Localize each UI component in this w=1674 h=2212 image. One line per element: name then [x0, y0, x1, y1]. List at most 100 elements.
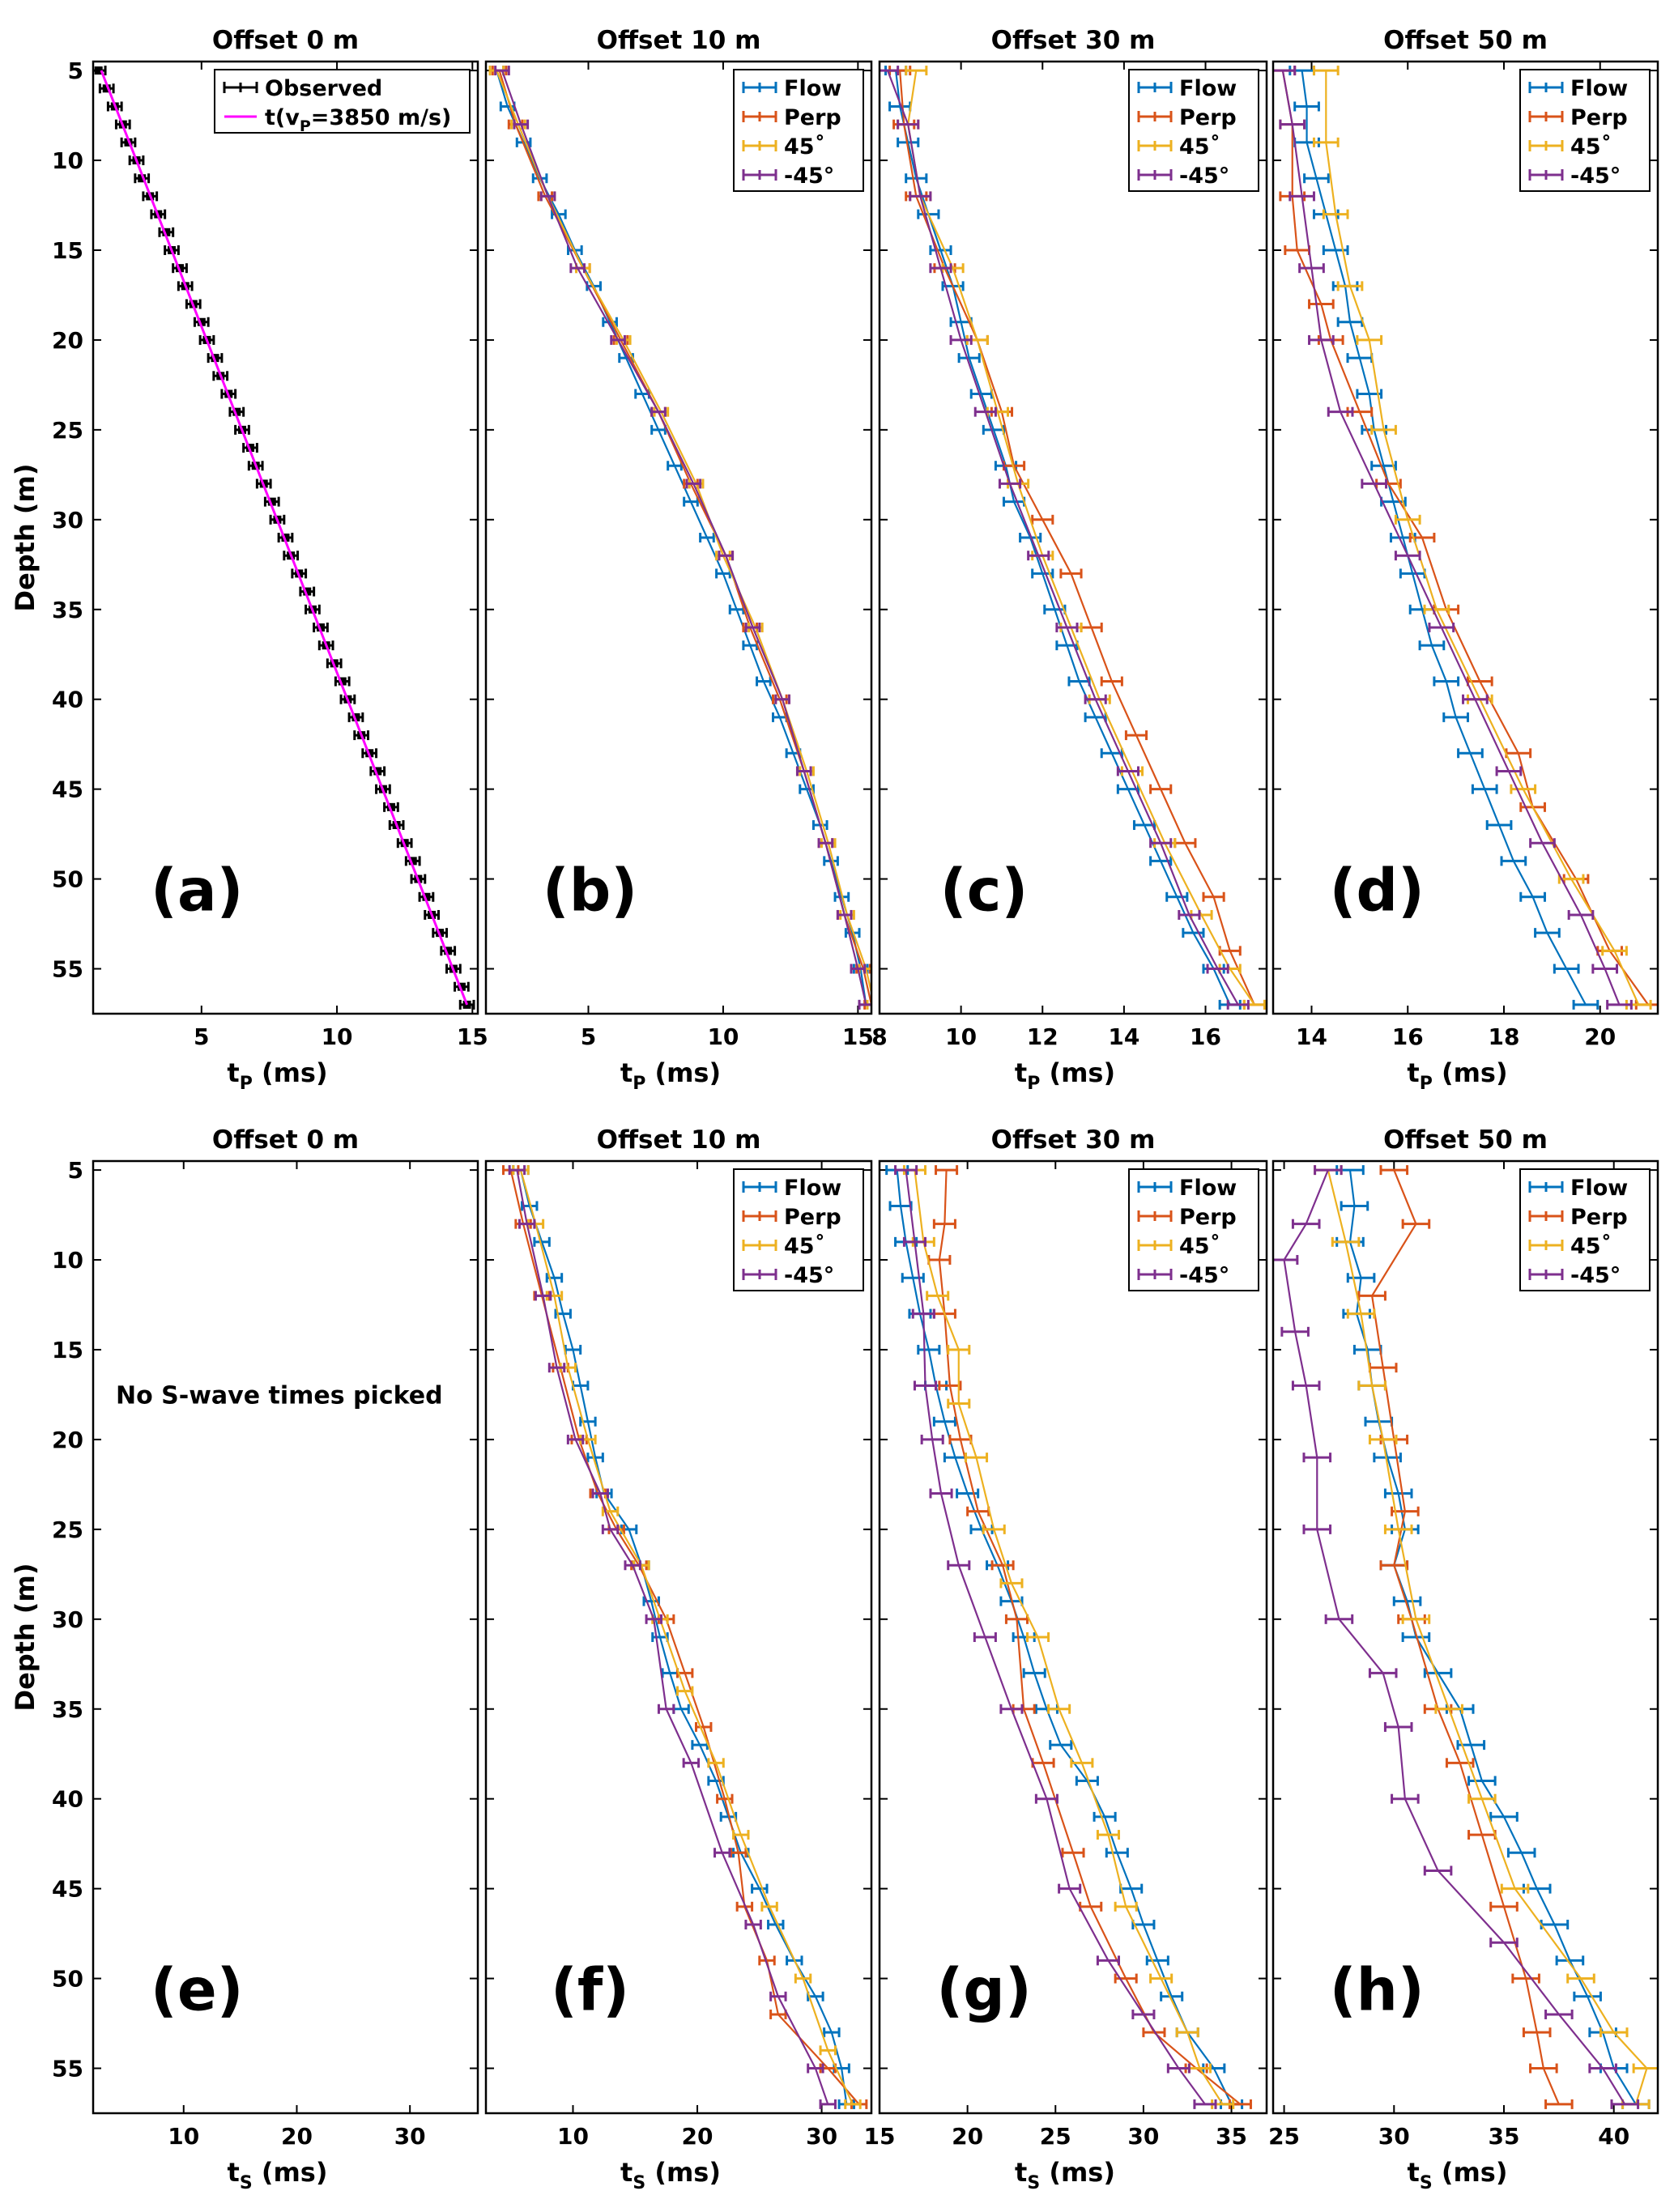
- data-point: [1314, 1165, 1343, 1176]
- data-point: [1489, 1901, 1519, 1912]
- data-point: [728, 604, 745, 615]
- data-point: [920, 1434, 944, 1444]
- panel-d: Offset 50 m 14 16 18 20 tP (ms) (d) Flow Perp 45˚…: [1271, 26, 1659, 1094]
- data-point: [1495, 766, 1523, 776]
- data-point: [440, 946, 457, 956]
- data-point: [1303, 173, 1330, 184]
- legend-label: 45˚: [1570, 1234, 1612, 1259]
- axes-frame: [484, 1159, 873, 2115]
- data-point: [1567, 909, 1595, 920]
- x-tick-label: 5: [581, 1023, 596, 1050]
- data-point: [1346, 1308, 1376, 1319]
- series-flow: [1289, 66, 1599, 1010]
- data-point: [1059, 568, 1083, 579]
- legend-label: -45°: [1570, 164, 1621, 189]
- legend-label: Perp: [1179, 1205, 1237, 1230]
- legend-label: Flow: [1570, 76, 1628, 101]
- legend-box: [1128, 1168, 1259, 1291]
- y-tick-label: 10: [52, 1247, 83, 1274]
- legend-entry: Flow: [1528, 1176, 1628, 1201]
- panel-label: (a): [151, 857, 243, 925]
- data-point: [1026, 1632, 1050, 1642]
- x-tick-label: 30: [1127, 2123, 1159, 2150]
- data-point: [1022, 1668, 1046, 1678]
- legend-label: 45˚: [784, 134, 825, 160]
- data-point: [1511, 1973, 1540, 1984]
- data-point: [650, 424, 667, 435]
- data-point: [932, 1219, 956, 1229]
- data-point: [1540, 1920, 1570, 1930]
- data-point: [1346, 1273, 1376, 1283]
- x-axis-label: tP (ms): [227, 1057, 327, 1094]
- data-point: [263, 496, 280, 507]
- data-point: [1599, 2027, 1629, 2038]
- data-point: [334, 676, 351, 687]
- panel-title: Offset 0 m: [212, 1125, 359, 1155]
- legend-label: -45°: [784, 1263, 834, 1288]
- data-point: [1428, 622, 1455, 632]
- series-45: [880, 66, 1250, 1010]
- legend-label: Flow: [1570, 1176, 1628, 1201]
- data-point: [1391, 1793, 1420, 1804]
- y-tick-label: 10: [52, 147, 83, 174]
- legend: Flow Perp 45˚ -45°: [1128, 1168, 1259, 1291]
- data-point: [699, 533, 715, 542]
- x-tick-label: 35: [1216, 2123, 1247, 2150]
- data-point: [823, 2027, 841, 2038]
- data-point: [807, 2063, 824, 2074]
- data-point: [1178, 909, 1201, 920]
- data-point: [1124, 730, 1148, 741]
- data-point: [1457, 748, 1484, 759]
- data-point: [277, 533, 294, 542]
- data-point: [947, 1560, 971, 1571]
- x-label-sub: S: [1027, 2173, 1040, 2193]
- data-point: [513, 119, 530, 130]
- data-point: [707, 1758, 725, 1768]
- legend-entry: Perp: [1528, 1205, 1628, 1230]
- panel-label: (b): [543, 857, 637, 925]
- y-tick-label: 55: [52, 2056, 83, 2082]
- x-tick-label: 25: [1040, 2123, 1071, 2150]
- data-point: [1442, 712, 1469, 722]
- data-point: [758, 1955, 776, 1966]
- legend: Flow Perp 45˚ -45°: [1519, 1168, 1651, 1291]
- data-point: [905, 173, 928, 184]
- series-observed: [93, 66, 475, 1010]
- series-line: [1283, 1169, 1626, 2105]
- x-axis-label: tS (ms): [1408, 2157, 1508, 2193]
- data-point: [1324, 1614, 1354, 1624]
- data-point: [751, 1883, 769, 1894]
- y-tick-label: 15: [52, 237, 83, 264]
- data-point: [1588, 2063, 1617, 2074]
- data-point: [1291, 1219, 1321, 1229]
- data-point: [404, 856, 421, 866]
- data-point: [1084, 694, 1107, 704]
- legend: Flow Perp 45˚ -45°: [1128, 69, 1259, 192]
- x-tick-label: 20: [1584, 1023, 1616, 1050]
- data-point: [1100, 676, 1123, 687]
- data-point: [1298, 263, 1325, 274]
- data-point: [1383, 1721, 1413, 1732]
- x-tick-label: 30: [394, 2123, 426, 2150]
- data-point: [999, 1578, 1024, 1589]
- panel-e: Offset 0 m 5 10 15 20 25 30 35 40 45 50 55 10 20 30 tS …: [10, 1125, 479, 2193]
- x-tick-label: 5: [194, 1023, 209, 1050]
- data-point: [694, 1721, 713, 1732]
- data-point: [1506, 1848, 1536, 1858]
- data-point: [1206, 963, 1229, 974]
- legend: Flow Perp 45˚ -45°: [733, 69, 864, 192]
- axes-frame: [92, 60, 479, 1015]
- y-tick-label: 20: [52, 1427, 83, 1453]
- data-point: [313, 622, 329, 632]
- legend-box: [733, 69, 864, 192]
- data-point: [1522, 2027, 1552, 2038]
- data-point: [1489, 1811, 1519, 1822]
- y-axis-label: Depth (m): [10, 464, 40, 612]
- data-point: [1462, 694, 1489, 704]
- data-point: [819, 2045, 837, 2056]
- data-point: [1340, 1201, 1369, 1211]
- x-label-main: t: [1408, 2157, 1420, 2188]
- data-point: [1423, 1865, 1453, 1876]
- panel-label: (g): [936, 1956, 1031, 2024]
- legend-entry: Flow: [1528, 76, 1628, 101]
